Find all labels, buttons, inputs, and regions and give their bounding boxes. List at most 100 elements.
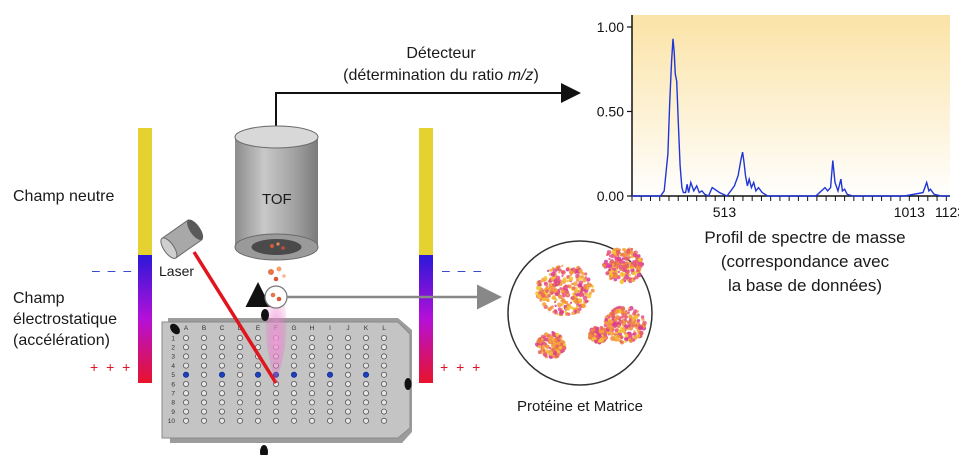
sample-well — [272, 408, 279, 415]
protein-matrix-particle — [628, 326, 634, 331]
sample-well — [380, 371, 387, 378]
sample-well — [200, 417, 207, 424]
protein-matrix-particle — [633, 330, 636, 333]
protein-matrix-particle — [624, 274, 630, 280]
protein-matrix-particle — [609, 324, 613, 328]
sample-well — [308, 371, 315, 378]
protein-matrix-particle — [548, 286, 554, 292]
protein-matrix-particle — [557, 271, 561, 274]
sample-well — [326, 399, 333, 406]
protein-matrix-particle — [566, 303, 570, 307]
protein-matrix-particle — [620, 328, 626, 333]
protein-matrix-particle — [575, 287, 578, 290]
protein-matrix-particle — [598, 329, 604, 334]
sample-well — [380, 417, 387, 424]
protein-matrix-particle — [571, 282, 574, 286]
detector-subtitle-italic: m/z — [507, 67, 534, 84]
protein-matrix-particle — [628, 314, 633, 319]
protein-matrix-particle — [548, 335, 554, 341]
sample-well — [344, 344, 351, 351]
sample-well — [200, 334, 207, 341]
sample-well — [362, 399, 369, 406]
protein-matrix-particle — [572, 281, 578, 287]
protein-matrix-particle — [553, 300, 557, 304]
sample-well — [254, 362, 261, 369]
sample-well — [200, 371, 207, 378]
plate-column-label: G — [291, 325, 296, 332]
spectrum-caption-line2: (correspondance avec — [720, 252, 890, 271]
sample-well — [182, 380, 189, 387]
protein-matrix-particle — [631, 316, 636, 321]
sample-well — [272, 417, 279, 424]
sample-well — [218, 399, 225, 406]
sample-well — [254, 399, 261, 406]
protein-matrix-particle — [621, 257, 625, 260]
plate-row-label: 5 — [171, 372, 175, 379]
protein-matrix-particle — [616, 256, 622, 262]
sample-well — [290, 344, 297, 351]
protein-matrix-particle — [633, 277, 636, 281]
protein-matrix-particle — [597, 339, 602, 343]
protein-matrix-particle — [540, 347, 544, 352]
sample-well — [308, 417, 315, 424]
sample-well — [182, 399, 189, 406]
protein-matrix-particle — [585, 299, 589, 303]
sample-well — [236, 380, 243, 387]
laser-beam — [192, 251, 278, 384]
protein-matrix-particle — [618, 259, 624, 265]
sample-well — [182, 362, 189, 369]
protein-matrix-particle — [551, 343, 554, 347]
sample-well — [344, 353, 351, 360]
ion-particles — [268, 266, 286, 282]
protein-matrix-particle — [590, 331, 594, 335]
protein-matrix-particle — [557, 291, 560, 295]
protein-matrix-particle — [568, 276, 574, 282]
sample-well — [362, 417, 369, 424]
protein-matrix-particle — [642, 320, 647, 326]
sample-well — [272, 399, 279, 406]
sample-well — [308, 380, 315, 387]
tof-label: TOF — [262, 191, 292, 208]
protein-matrix-particle — [536, 285, 541, 291]
sample-well — [272, 390, 279, 397]
protein-matrix-particle — [592, 336, 596, 341]
sample-well — [326, 353, 333, 360]
sample-well — [236, 417, 243, 424]
protein-matrix-particle — [577, 298, 583, 303]
protein-matrix-particle — [558, 345, 563, 350]
protein-matrix-particle — [632, 260, 636, 264]
protein-matrix-particle — [612, 247, 616, 251]
sample-well — [326, 344, 333, 351]
protein-matrix-particle — [583, 286, 587, 290]
protein-matrix-particle — [616, 250, 621, 255]
protein-matrix-particle — [608, 268, 611, 272]
protein-matrix-particle — [541, 296, 547, 302]
protein-matrix-particle — [640, 315, 645, 319]
protein-matrix-particle — [623, 324, 629, 329]
protein-matrix-particle — [561, 293, 567, 298]
protein-matrix-particle — [554, 277, 560, 283]
sample-well — [380, 334, 387, 341]
plate-column-label: B — [202, 325, 206, 332]
plate-column-label: I — [329, 325, 331, 332]
protein-matrix-particle — [578, 283, 583, 288]
tof-cylinder — [234, 125, 319, 261]
protein-matrix-particle — [634, 315, 639, 320]
protein-matrix-particle — [556, 313, 559, 316]
sample-well — [254, 334, 261, 341]
sample-well — [308, 408, 315, 415]
plate-column-label: J — [346, 325, 349, 332]
plate-row-label: 2 — [171, 345, 175, 352]
sample-well-loaded — [182, 371, 189, 378]
protein-matrix-particle — [586, 282, 590, 285]
protein-matrix-particle — [574, 271, 577, 275]
sample-well — [380, 399, 387, 406]
spectrum-caption-line1: Profil de spectre de masse — [704, 228, 906, 247]
protein-matrix-particle — [584, 272, 588, 276]
sample-well — [200, 399, 207, 406]
y-tick-label: 0.00 — [597, 188, 624, 204]
plate-column-label: H — [310, 325, 315, 332]
protein-matrix-particle — [635, 269, 639, 273]
